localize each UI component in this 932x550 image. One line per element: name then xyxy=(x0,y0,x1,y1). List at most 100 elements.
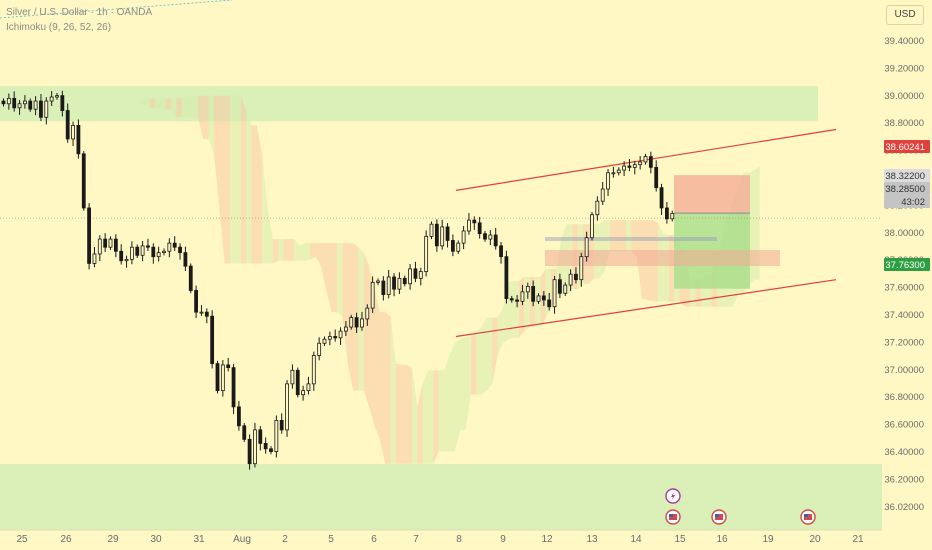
demand-zone xyxy=(545,250,780,266)
ichimoku-cloud-segment xyxy=(278,239,284,261)
candle-body xyxy=(172,242,177,248)
ichimoku-cloud-segment xyxy=(401,364,407,464)
ichimoku-cloud-segment xyxy=(481,317,487,395)
ichimoku-cloud-segment xyxy=(299,243,305,261)
candle-body xyxy=(317,342,322,356)
ichimoku-cloud-segment xyxy=(428,370,434,464)
candle-body xyxy=(338,330,343,339)
x-tick-label: 9 xyxy=(500,534,506,545)
candle-body xyxy=(670,212,675,220)
candle-body xyxy=(483,233,487,240)
candle-body xyxy=(258,429,263,444)
candle-body xyxy=(376,280,380,283)
candle-body xyxy=(39,100,43,118)
x-tick-label: 29 xyxy=(107,534,119,545)
candle-body xyxy=(541,295,546,301)
ichimoku-cloud-segment xyxy=(444,355,450,452)
candle-body xyxy=(515,299,519,302)
candle-body xyxy=(499,245,503,258)
ichimoku-cloud-segment xyxy=(411,367,418,464)
channel-lower-line xyxy=(455,279,837,338)
y-tick-label: 39.00000 xyxy=(884,91,924,102)
ichimoku-cloud-segment xyxy=(246,110,252,264)
ichimoku-cloud-segment xyxy=(203,95,209,139)
candle-body xyxy=(370,281,375,309)
price-axis-label-bg xyxy=(884,140,930,153)
x-tick-label: 5 xyxy=(328,534,334,545)
candle-body xyxy=(547,299,552,308)
indicator-legend[interactable]: Ichimoku (9, 26, 52, 26) xyxy=(6,22,112,33)
ichimoku-cloud-segment xyxy=(219,95,225,264)
ichimoku-cloud-segment xyxy=(406,364,412,464)
candle-body xyxy=(504,256,509,300)
candle-body xyxy=(450,240,455,252)
y-tick-label: 38.80000 xyxy=(884,118,924,129)
candle-body xyxy=(140,245,145,256)
candle-body xyxy=(215,363,220,392)
ichimoku-cloud-segment xyxy=(438,370,445,452)
us-flag-icon-canton xyxy=(669,514,673,517)
ichimoku-cloud-segment xyxy=(337,243,343,317)
y-tick-label: 39.40000 xyxy=(884,36,924,47)
candle-body xyxy=(108,238,113,248)
candle-body xyxy=(135,246,140,256)
candle-body xyxy=(477,222,482,235)
candle-body xyxy=(616,169,621,174)
x-tick-label: 20 xyxy=(809,534,821,545)
candle-body xyxy=(92,253,97,264)
price-axis-label: 43:02 xyxy=(901,197,925,208)
ichimoku-cloud-segment xyxy=(155,98,161,108)
candle-body xyxy=(97,238,102,255)
candle-body xyxy=(285,383,289,431)
price-axis-panel xyxy=(882,0,932,550)
ichimoku-cloud-segment xyxy=(609,220,616,252)
candle-body xyxy=(467,219,471,232)
candle-body xyxy=(124,258,129,262)
candle-body xyxy=(327,336,332,340)
currency-button[interactable]: USD xyxy=(886,5,924,25)
ichimoku-cloud-segment xyxy=(230,95,236,264)
candle-body xyxy=(456,242,461,252)
x-tick-label: 8 xyxy=(456,534,462,545)
us-flag-icon-canton xyxy=(715,514,719,517)
candle-body xyxy=(1,100,6,105)
candle-body xyxy=(55,95,59,98)
ichimoku-cloud-segment xyxy=(513,281,519,338)
ichimoku-cloud-segment xyxy=(192,95,198,118)
ichimoku-cloud-segment xyxy=(615,220,621,252)
x-tick-label: 2 xyxy=(282,534,288,545)
ichimoku-cloud-segment xyxy=(433,370,439,464)
ichimoku-cloud-segment xyxy=(524,276,530,332)
candle-body xyxy=(65,110,70,140)
price-axis-label: 37.76300 xyxy=(885,260,925,271)
candle-body xyxy=(44,100,49,118)
ichimoku-cloud-segment xyxy=(476,327,482,395)
y-tick-label: 36.60000 xyxy=(884,420,924,431)
ichimoku-cloud-segment xyxy=(518,276,525,338)
candle-body xyxy=(440,226,445,247)
ichimoku-cloud-segment xyxy=(379,312,386,464)
candle-body xyxy=(402,277,407,285)
price-axis-label-bg xyxy=(884,182,930,195)
x-tick-label: 13 xyxy=(586,534,598,545)
y-tick-label: 37.60000 xyxy=(884,283,924,294)
candle-body xyxy=(418,271,423,279)
ichimoku-cloud-segment xyxy=(262,153,268,264)
candle-body xyxy=(360,318,364,328)
candle-body xyxy=(81,153,86,209)
ichimoku-cloud-segment xyxy=(139,98,145,104)
candle-body xyxy=(28,100,33,110)
candle-body xyxy=(632,164,637,168)
candle-body xyxy=(563,284,568,294)
candle-body xyxy=(60,95,65,111)
candle-body xyxy=(178,246,182,254)
symbol-legend[interactable]: Silver / U.S. Dollar · 1h · OANDA xyxy=(6,7,153,18)
y-tick-label: 36.20000 xyxy=(884,474,924,485)
y-tick-label: 38.00000 xyxy=(884,228,924,239)
ichimoku-cloud-segment xyxy=(288,239,295,261)
candle-body xyxy=(311,355,316,385)
y-tick-label: 37.40000 xyxy=(884,310,924,321)
price-axis-label: 38.32200 xyxy=(885,171,925,182)
